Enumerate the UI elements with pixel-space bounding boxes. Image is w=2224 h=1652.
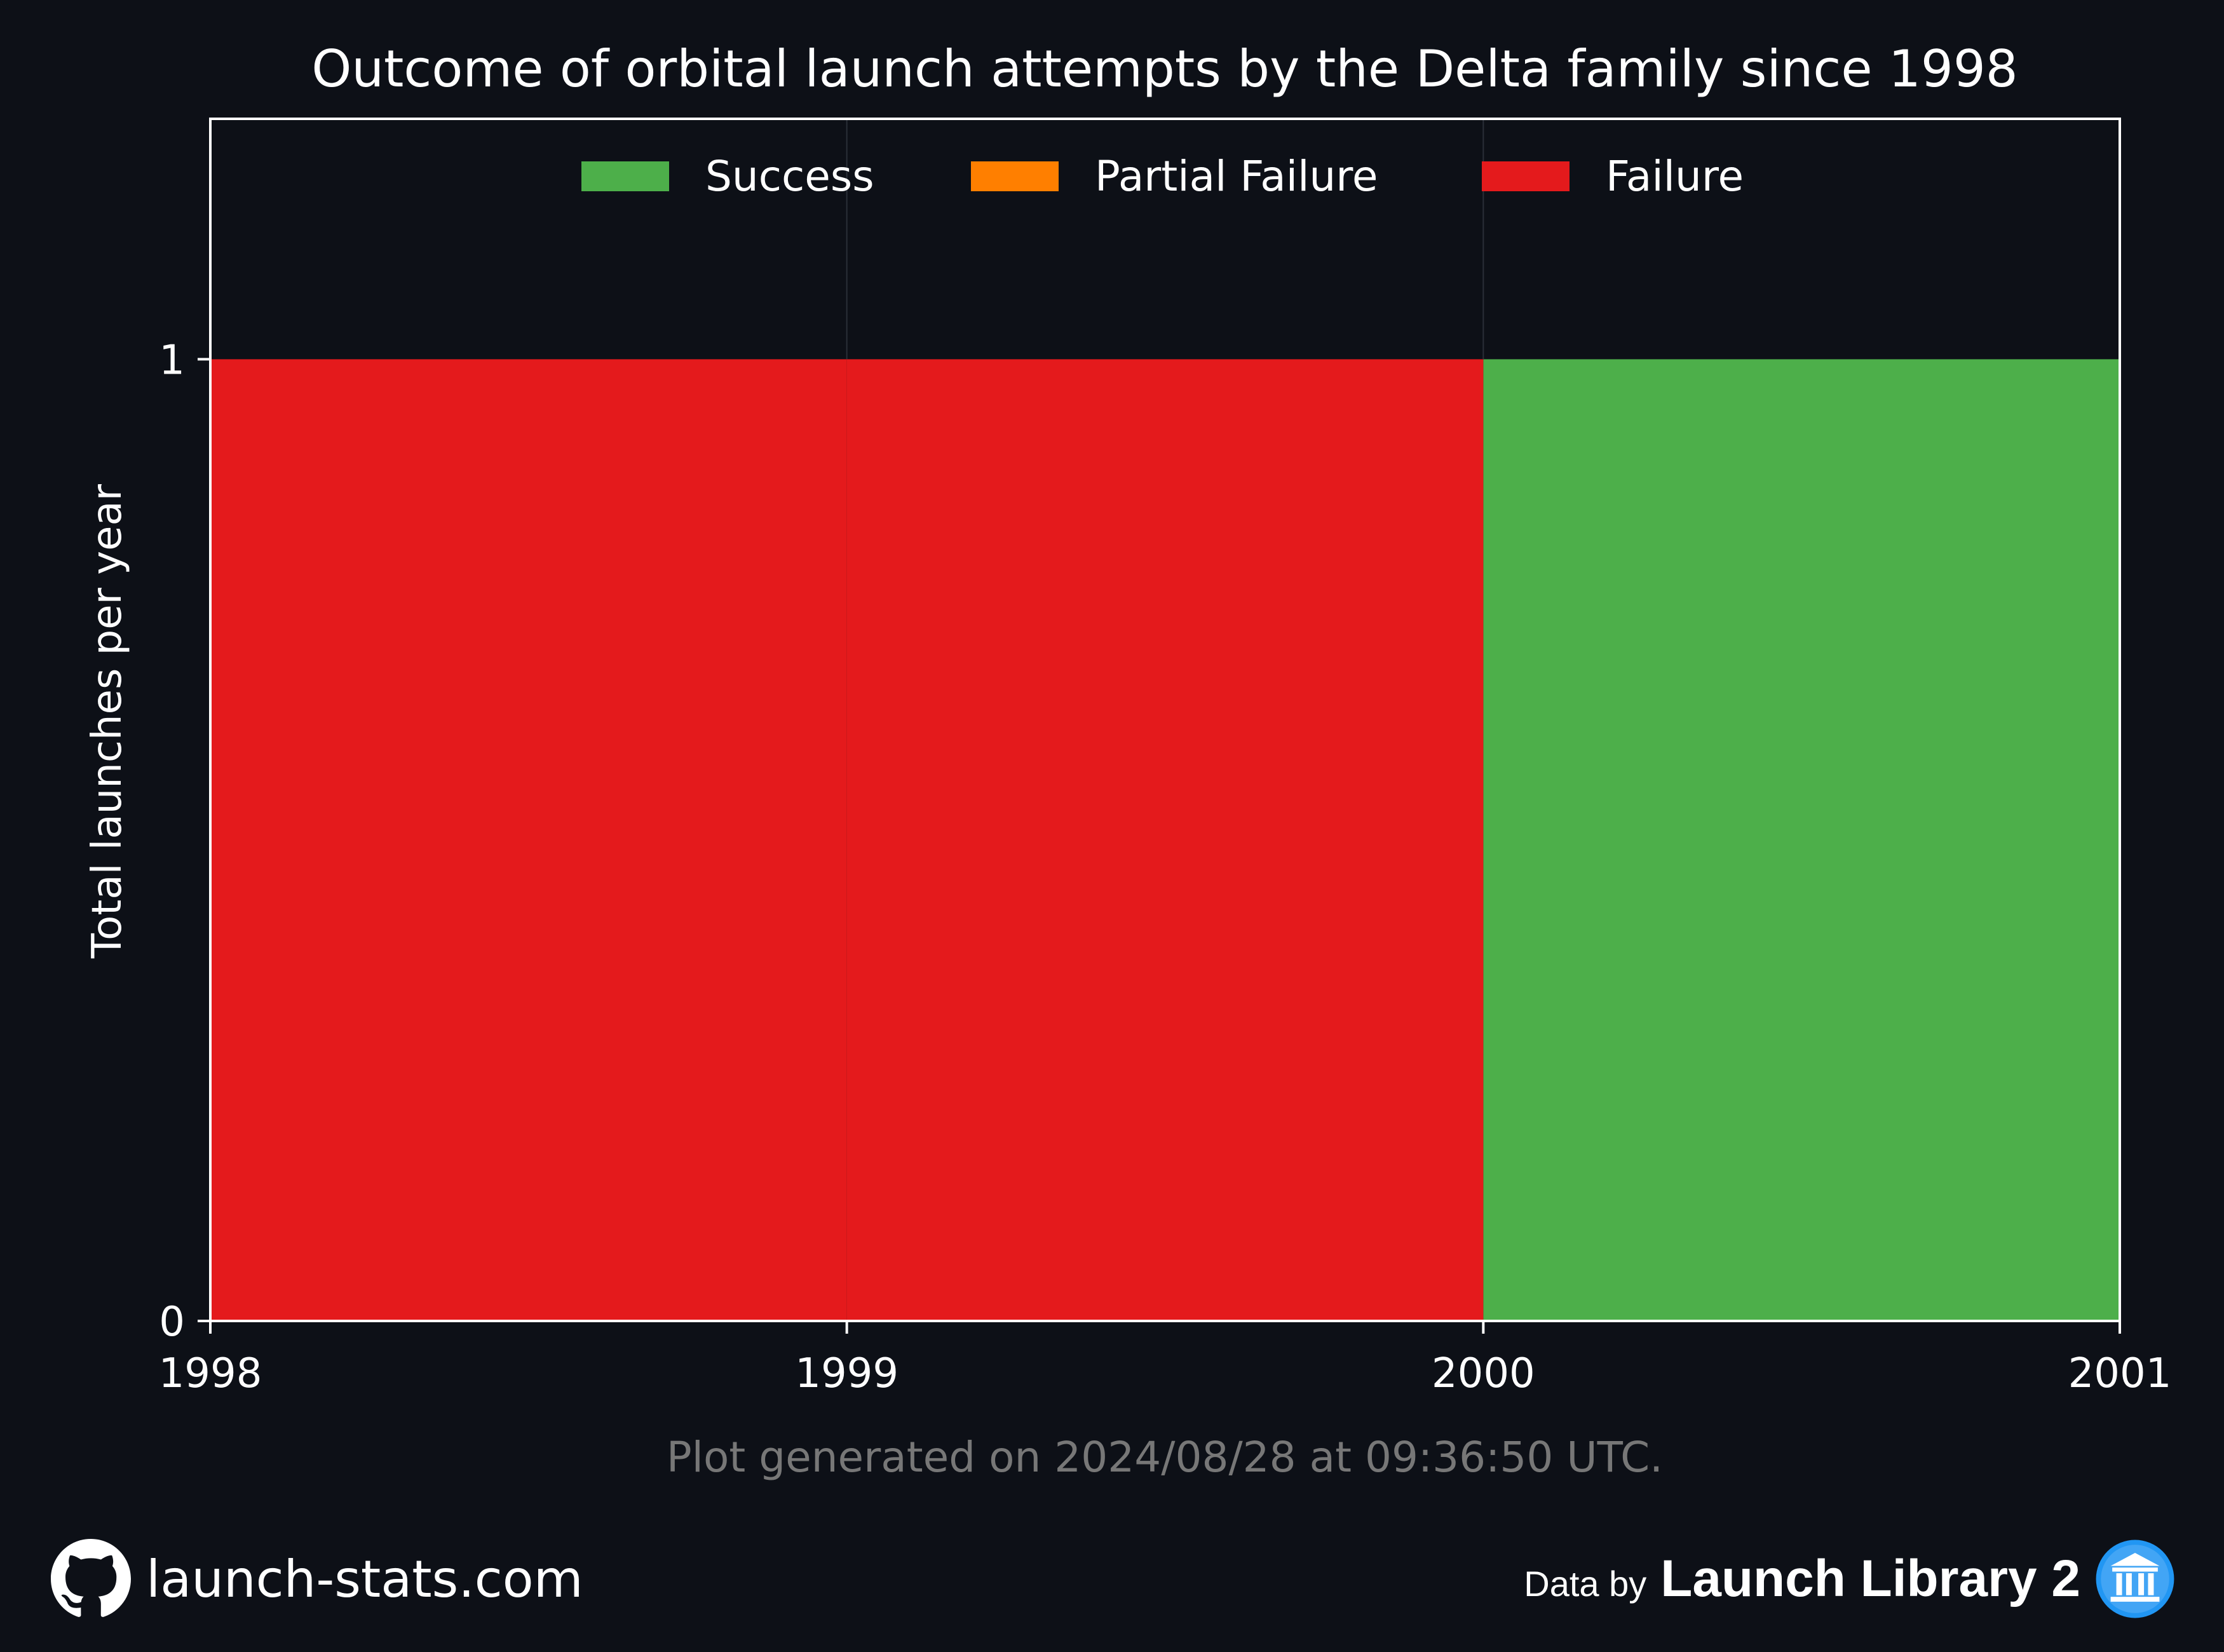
legend-swatch: [1482, 161, 1570, 191]
x-tick-label: 1999: [795, 1350, 898, 1397]
area-segment-success-2000: [1483, 359, 2120, 1321]
area-segment-failure-1998: [210, 359, 847, 1321]
area-segment-failure-1999: [846, 359, 1484, 1321]
legend-swatch: [971, 161, 1059, 191]
site-link[interactable]: launch-stats.com: [51, 1538, 583, 1620]
site-name: launch-stats.com: [146, 1549, 583, 1609]
plot-frame: [209, 118, 2121, 1322]
legend: Success Partial Failure Failure: [581, 152, 1744, 201]
y-tick-label: 1: [159, 337, 185, 384]
legend-label: Success: [705, 152, 874, 201]
chart-title: Outcome of orbital launch attempts by th…: [311, 39, 2017, 98]
legend-label: Failure: [1606, 152, 1744, 201]
axes: 1998 1999 2000 2001 0 1: [159, 118, 2172, 1397]
legend-label: Partial Failure: [1095, 152, 1378, 201]
credit-prefix: Data by: [1524, 1563, 1647, 1604]
y-tick-label: 0: [159, 1299, 185, 1346]
plot-generated-note: Plot generated on 2024/08/28 at 09:36:50…: [667, 1433, 1663, 1482]
launch-library-icon: [2096, 1540, 2174, 1618]
y-axis-label: Total launches per year: [84, 484, 131, 959]
x-tick-label: 2000: [1432, 1350, 1535, 1397]
credit-brand: Launch Library 2: [1660, 1550, 2080, 1608]
github-icon: [51, 1539, 131, 1617]
x-tick-label: 1998: [159, 1350, 262, 1397]
plot-area: [210, 119, 2120, 1321]
x-tick-label: 2001: [2068, 1350, 2172, 1397]
legend-swatch: [581, 161, 669, 191]
data-credit[interactable]: Data by Launch Library 2: [1524, 1538, 2176, 1620]
